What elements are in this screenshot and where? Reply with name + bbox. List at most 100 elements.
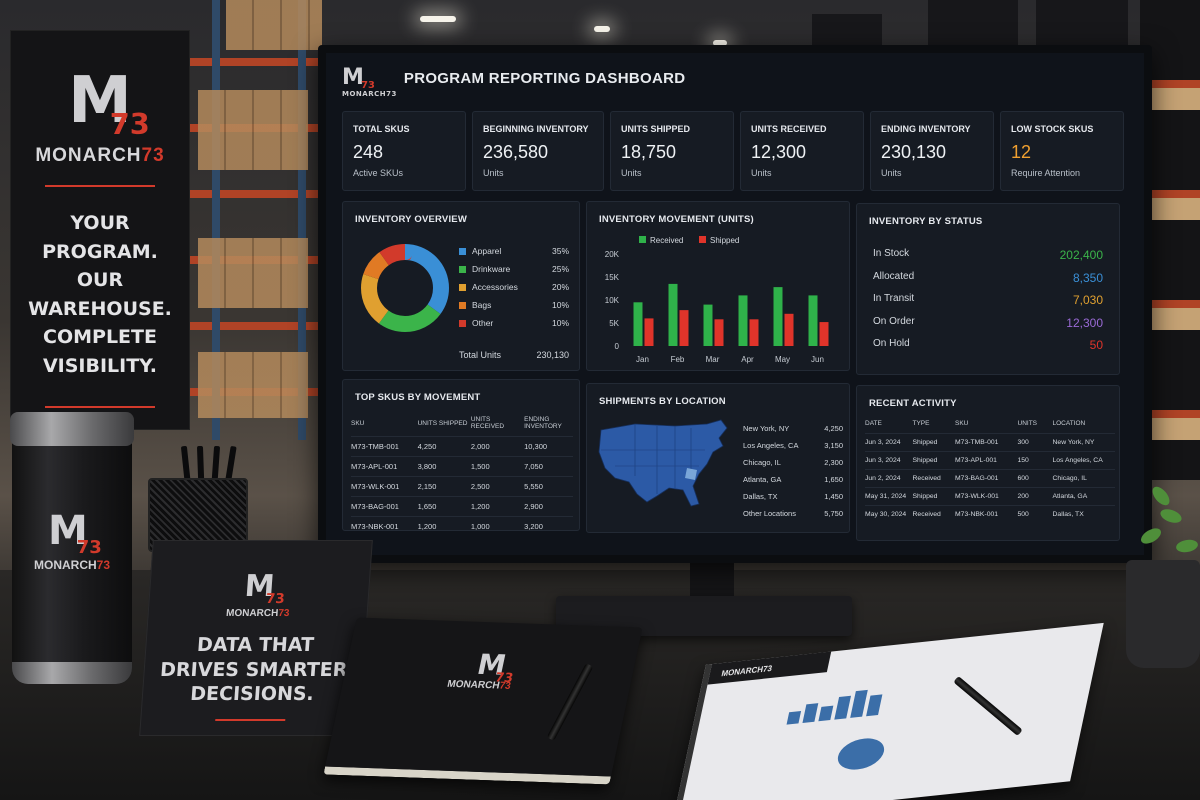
stacked-boxes (198, 238, 308, 308)
report-chart-bar (802, 703, 819, 723)
table-cell: Received (912, 469, 955, 488)
bar-received-apr[interactable] (738, 295, 748, 346)
stacked-boxes (226, 0, 322, 50)
bar-received-mar[interactable] (703, 304, 713, 346)
location-row[interactable]: Other Locations 5,750 (743, 509, 843, 518)
activity-row[interactable]: Jun 2, 2024 Received M73-BAG-001 600 Chicago… (865, 469, 1115, 488)
kpi-label: ENDING INVENTORY (881, 124, 971, 134)
location-row[interactable]: New York, NY 4,250 (743, 424, 843, 433)
legend-label-shipped: Shipped (710, 236, 739, 245)
column-header: DATE (865, 420, 882, 427)
activity-row[interactable]: Jun 3, 2024 Shipped M73-APL-001 150 Los Ange… (865, 451, 1115, 470)
table-cell: 4,250 (417, 436, 471, 457)
activity-row[interactable]: Jun 3, 2024 Shipped M73-TMB-001 300 New York… (865, 433, 1115, 452)
bar-shipped-mar[interactable] (714, 319, 724, 346)
table-cell: M73-BAG-001 (351, 496, 418, 517)
table-cell: 1,000 (470, 516, 525, 536)
column-header: TYPE (912, 420, 930, 427)
table-cell: Jun 2, 2024 (865, 469, 913, 488)
table-cell: 3,200 (524, 516, 573, 536)
table-cell: May 30, 2024 (865, 505, 913, 523)
kpi-card-beginning-inventory[interactable]: BEGINNING INVENTORY 236,580 Units (472, 111, 604, 191)
location-row[interactable]: Chicago, IL 2,300 (743, 458, 843, 467)
kpi-value: 18,750 (621, 142, 677, 162)
status-label: On Hold (873, 338, 910, 349)
kpi-card-low-stock-skus[interactable]: LOW STOCK SKUS 12 Require Attention (1000, 111, 1124, 191)
tent-card-message: DATA THAT DRIVES SMARTER DECISIONS. (159, 634, 349, 706)
monarch73-logo: M 73 (48, 508, 102, 558)
donut-slice-accessories[interactable] (361, 244, 449, 332)
bar-shipped-may[interactable] (784, 313, 794, 346)
legend-value: 25% (551, 264, 569, 274)
sku-row[interactable]: M73-APL-001 3,800 1,500 7,050 (351, 456, 573, 477)
kpi-subtext: Require Attention (1011, 168, 1081, 178)
table-cell: M73-APL-001 (351, 456, 418, 477)
status-value: 7,030 (1072, 293, 1103, 307)
section-title: INVENTORY BY STATUS (869, 216, 983, 227)
bar-shipped-jun[interactable] (819, 322, 829, 346)
brand-banner: M 73 MONARCH73 YOUR PROGRAM. OUR WAREHOU… (10, 30, 190, 430)
kpi-value: 248 (353, 142, 384, 162)
table-cell: M73-WLK-001 (955, 487, 1018, 506)
column-header: ENDING INVENTORY (524, 416, 562, 430)
brand-name: MONARCH73 (225, 608, 290, 619)
activity-row[interactable]: May 30, 2024 Received M73-NBK-001 500 Dallas… (865, 505, 1115, 523)
table-cell: Shipped (912, 433, 955, 452)
kpi-value: 230,130 (881, 142, 947, 162)
monitor-stand-neck (690, 562, 734, 602)
section-title: SHIPMENTS BY LOCATION (599, 396, 726, 407)
legend-item-accessories: Accessories 20% (459, 282, 569, 292)
accent-rule (215, 719, 286, 722)
kpi-card-units-shipped[interactable]: UNITS SHIPPED 18,750 Units (610, 111, 734, 191)
sku-row[interactable]: M73-TMB-001 4,250 2,000 10,300 (351, 436, 573, 457)
branded-notebook: M 73 MONARCH73 (323, 617, 643, 785)
ceiling-light (713, 40, 727, 46)
us-map-shape (598, 419, 728, 507)
status-label: In Transit (873, 293, 915, 304)
y-tick-label: 5K (609, 319, 619, 328)
bar-shipped-jan[interactable] (644, 318, 654, 346)
kpi-card-units-received[interactable]: UNITS RECEIVED 12,300 Units (740, 111, 864, 191)
sku-row[interactable]: M73-NBK-001 1,200 1,000 3,200 (351, 516, 573, 536)
section-title: INVENTORY OVERVIEW (355, 214, 467, 225)
location-row[interactable]: Dallas, TX 1,450 (743, 492, 843, 501)
kpi-label: UNITS RECEIVED (751, 124, 827, 134)
bar-shipped-feb[interactable] (679, 310, 689, 346)
bar-received-jan[interactable] (633, 302, 643, 346)
activity-row[interactable]: May 31, 2024 Shipped M73-WLK-001 200 Atlanta… (865, 487, 1115, 506)
monarch73-logo: M 73 (243, 569, 286, 607)
bar-received-feb[interactable] (668, 283, 678, 346)
highlighted-state (685, 468, 697, 480)
tumbler-base (12, 662, 132, 684)
status-value: 12,300 (1066, 315, 1103, 330)
table-cell: Shipped (912, 451, 955, 470)
sku-row[interactable]: M73-BAG-001 1,650 1,200 2,900 (351, 496, 573, 517)
column-header: UNITS RECEIVED (470, 416, 505, 430)
accent-rule (45, 185, 155, 187)
donut-slice-other[interactable] (361, 244, 449, 332)
bar-received-jun[interactable] (808, 295, 818, 346)
y-tick-label: 0 (615, 342, 620, 351)
location-row[interactable]: Los Angeles, CA 3,150 (743, 441, 843, 450)
table-cell: 3,800 (417, 456, 471, 477)
legend-swatch (459, 302, 466, 309)
accent-rule (45, 406, 155, 408)
kpi-card-total-skus[interactable]: TOTAL SKUS 248 Active SKUs (342, 111, 466, 191)
kpi-card-ending-inventory[interactable]: ENDING INVENTORY 230,130 Units (870, 111, 994, 191)
status-row-on-order: On Order 12,300 (873, 316, 1103, 330)
table-cell: 150 (1017, 451, 1053, 470)
brand-name: MONARCH73 (34, 558, 111, 572)
bar-shipped-apr[interactable] (749, 319, 759, 346)
legend-item-bags: Bags 10% (459, 300, 569, 310)
bar-received-may[interactable] (773, 287, 783, 346)
x-tick-label: Feb (671, 355, 685, 364)
table-cell: 7,050 (524, 456, 573, 477)
sku-row[interactable]: M73-WLK-001 2,150 2,500 5,550 (351, 476, 573, 497)
donut-slice-drinkware[interactable] (361, 244, 449, 332)
location-row[interactable]: Atlanta, GA 1,650 (743, 475, 843, 484)
table-cell: 10,300 (524, 436, 573, 457)
table-cell: M73-WLK-001 (351, 476, 418, 497)
location-name: New York, NY (743, 424, 790, 433)
inventory-overview-card: INVENTORY OVERVIEW Apparel 35% Drinkware 25… (342, 201, 580, 371)
column-header: UNITS (1017, 420, 1038, 427)
